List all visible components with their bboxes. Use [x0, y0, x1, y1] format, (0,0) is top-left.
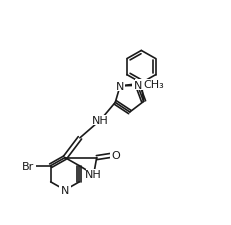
Bar	[20, 160, 36, 171]
Bar	[115, 81, 125, 92]
Bar	[86, 170, 101, 180]
Text: CH₃: CH₃	[143, 79, 164, 89]
Text: N: N	[61, 185, 69, 195]
Text: O: O	[111, 150, 120, 160]
Text: NH: NH	[85, 170, 102, 180]
Bar	[93, 115, 108, 125]
Bar	[110, 150, 121, 160]
Text: N: N	[116, 81, 124, 92]
Bar	[135, 79, 151, 89]
Bar	[132, 81, 143, 91]
Bar	[59, 185, 71, 195]
Text: N: N	[134, 81, 142, 91]
Text: Br: Br	[22, 161, 34, 171]
Text: NH: NH	[92, 115, 109, 125]
